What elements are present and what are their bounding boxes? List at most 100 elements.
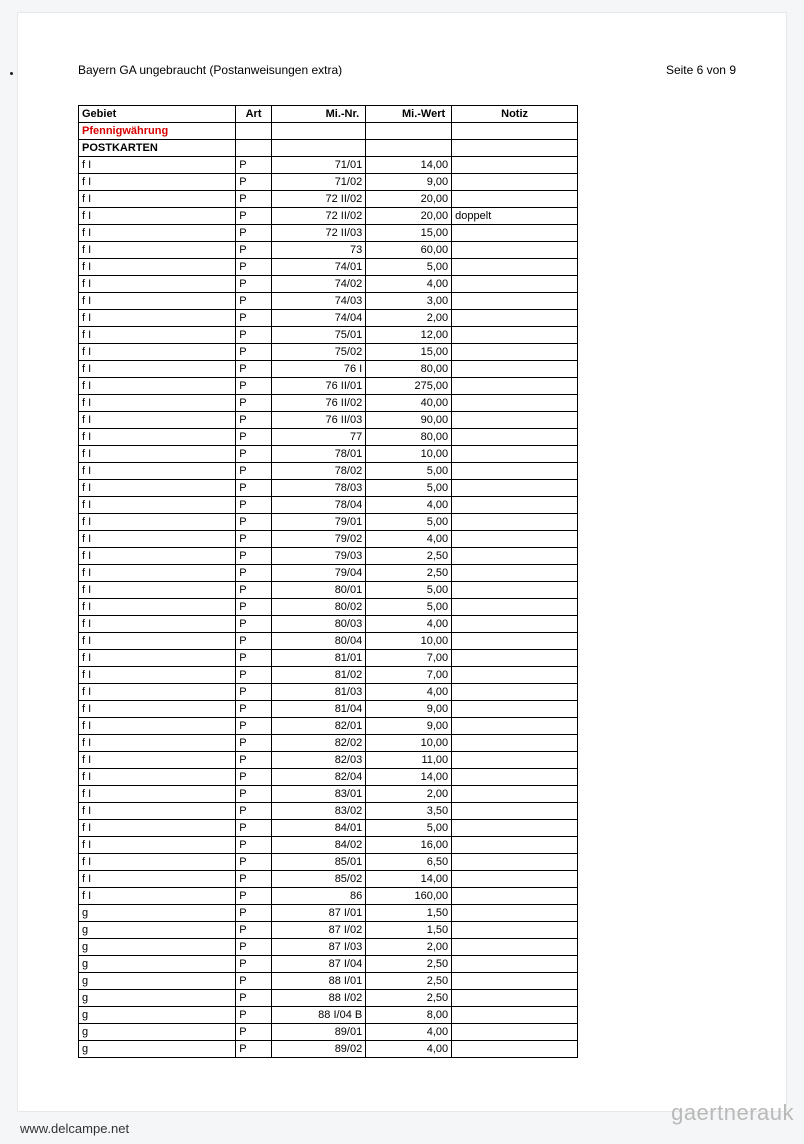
cell-minr: 79/01 <box>271 514 365 531</box>
cell-gebiet: g <box>79 1007 236 1024</box>
cell-gebiet: f I <box>79 208 236 225</box>
cell-miwert: 4,00 <box>366 497 452 514</box>
cell-miwert: 4,00 <box>366 276 452 293</box>
cell-gebiet: f I <box>79 871 236 888</box>
cell-notiz <box>452 786 578 803</box>
table-row: gP87 I/042,50 <box>79 956 578 973</box>
table-row: f IP81/017,00 <box>79 650 578 667</box>
cell-miwert: 8,00 <box>366 1007 452 1024</box>
section-label: Pfennigwährung <box>79 123 236 140</box>
cell-minr: 75/01 <box>271 327 365 344</box>
table-row: f IP80/0410,00 <box>79 633 578 650</box>
table-row: gP88 I/022,50 <box>79 990 578 1007</box>
cell-notiz <box>452 191 578 208</box>
col-header-miwert: Mi.-Wert <box>366 106 452 123</box>
cell-art: P <box>236 582 272 599</box>
cell-gebiet: f I <box>79 259 236 276</box>
col-header-gebiet: Gebiet <box>79 106 236 123</box>
cell-miwert: 2,00 <box>366 786 452 803</box>
cell-notiz <box>452 225 578 242</box>
table-row: gP88 I/04 B8,00 <box>79 1007 578 1024</box>
table-row: f IP83/012,00 <box>79 786 578 803</box>
cell-notiz <box>452 310 578 327</box>
cell-minr: 79/03 <box>271 548 365 565</box>
cell-art: P <box>236 888 272 905</box>
cell-art: P <box>236 361 272 378</box>
cell-miwert: 60,00 <box>366 242 452 259</box>
cell-notiz <box>452 939 578 956</box>
table-row: f IP79/032,50 <box>79 548 578 565</box>
cell-minr: 80/03 <box>271 616 365 633</box>
cell-notiz <box>452 718 578 735</box>
cell-art: P <box>236 650 272 667</box>
cell-gebiet: f I <box>79 854 236 871</box>
table-row: f IP84/015,00 <box>79 820 578 837</box>
cell-art: P <box>236 514 272 531</box>
cell-art: P <box>236 344 272 361</box>
cell-minr: 74/03 <box>271 293 365 310</box>
cell-gebiet: f I <box>79 701 236 718</box>
cell-notiz <box>452 956 578 973</box>
cell-minr: 88 I/02 <box>271 990 365 1007</box>
cell-notiz <box>452 463 578 480</box>
cell-art: P <box>236 1041 272 1058</box>
table-row: f IP79/042,50 <box>79 565 578 582</box>
cell-gebiet: g <box>79 1024 236 1041</box>
cell-notiz <box>452 990 578 1007</box>
cell-notiz <box>452 752 578 769</box>
cell-gebiet: f I <box>79 310 236 327</box>
cell-art: P <box>236 565 272 582</box>
table-body: Pfennigwährung POSTKARTEN f IP71/0114,00… <box>79 123 578 1058</box>
table-row: f IP79/024,00 <box>79 531 578 548</box>
cell-art: P <box>236 208 272 225</box>
cell-art: P <box>236 276 272 293</box>
cell-miwert: 5,00 <box>366 582 452 599</box>
cell-notiz <box>452 888 578 905</box>
cell-miwert: 20,00 <box>366 208 452 225</box>
cell-gebiet: f I <box>79 565 236 582</box>
cell-art: P <box>236 939 272 956</box>
cell-art: P <box>236 718 272 735</box>
cell-minr: 80/02 <box>271 599 365 616</box>
footer-watermark: gaertnerauk <box>671 1100 794 1126</box>
cell-art: P <box>236 973 272 990</box>
cell-gebiet: f I <box>79 293 236 310</box>
cell-notiz <box>452 684 578 701</box>
cell-gebiet: f I <box>79 480 236 497</box>
footer-url: www.delcampe.net <box>20 1121 129 1136</box>
cell-notiz <box>452 854 578 871</box>
cell-gebiet: g <box>79 939 236 956</box>
cell-minr: 74/02 <box>271 276 365 293</box>
cell-art: P <box>236 752 272 769</box>
cell-minr: 83/02 <box>271 803 365 820</box>
cell-art: P <box>236 531 272 548</box>
table-row: f IP79/015,00 <box>79 514 578 531</box>
table-row: f IP82/019,00 <box>79 718 578 735</box>
cell-minr: 85/01 <box>271 854 365 871</box>
cell-art: P <box>236 701 272 718</box>
cell-gebiet: g <box>79 905 236 922</box>
cell-gebiet: f I <box>79 276 236 293</box>
cell-minr: 89/02 <box>271 1041 365 1058</box>
cell-miwert: 10,00 <box>366 446 452 463</box>
cell-notiz <box>452 837 578 854</box>
catalog-table: Gebiet Art Mi.-Nr. Mi.-Wert Notiz Pfenni… <box>78 105 578 1058</box>
cell-notiz <box>452 565 578 582</box>
cell-notiz <box>452 905 578 922</box>
cell-gebiet: f I <box>79 633 236 650</box>
cell-notiz <box>452 582 578 599</box>
cell-gebiet: f I <box>79 752 236 769</box>
cell-gebiet: f I <box>79 803 236 820</box>
cell-notiz <box>452 514 578 531</box>
cell-miwert: 7,00 <box>366 667 452 684</box>
cell-minr: 83/01 <box>271 786 365 803</box>
cell-miwert: 2,50 <box>366 565 452 582</box>
cell-miwert: 3,50 <box>366 803 452 820</box>
cell-notiz <box>452 548 578 565</box>
cell-minr: 78/03 <box>271 480 365 497</box>
cell-art: P <box>236 803 272 820</box>
cell-miwert: 90,00 <box>366 412 452 429</box>
cell-minr: 76 II/01 <box>271 378 365 395</box>
cell-notiz <box>452 293 578 310</box>
cell-notiz <box>452 531 578 548</box>
